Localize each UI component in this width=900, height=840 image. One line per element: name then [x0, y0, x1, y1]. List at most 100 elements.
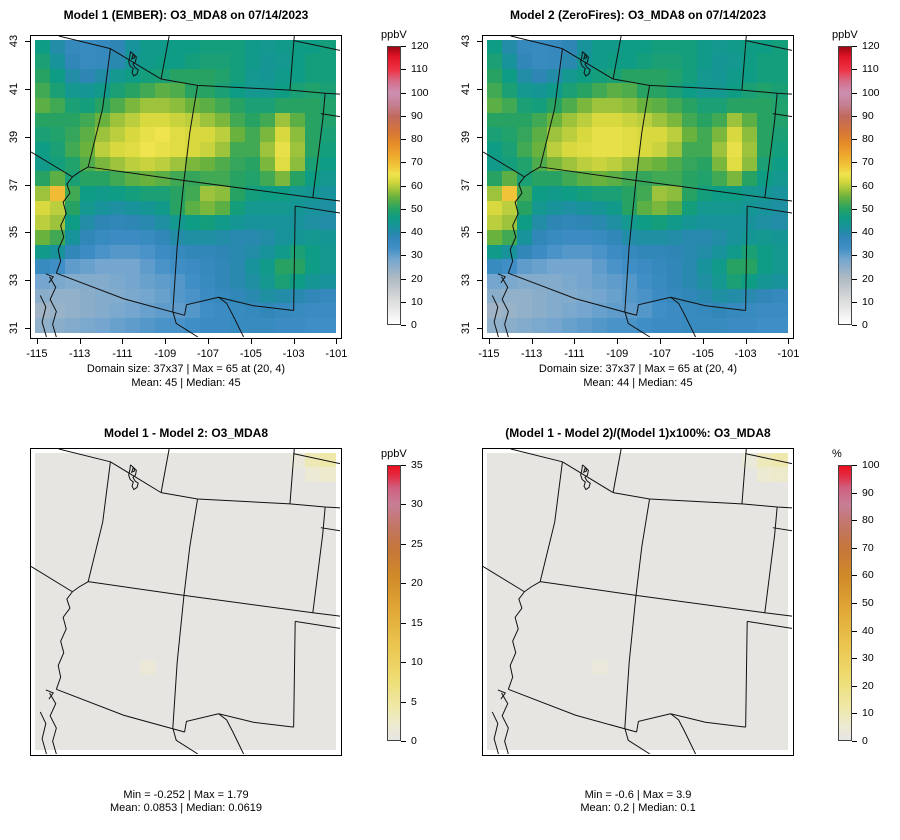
colorbar-tick-label: 0 [862, 735, 868, 747]
colorbar-tick-label: 15 [411, 616, 423, 629]
map-frame [30, 35, 342, 339]
y-axis-tick-label: 39 [8, 130, 20, 143]
x-axis-tick-label: -113 [521, 348, 543, 360]
colorbar-tick [401, 255, 406, 257]
colorbar-tick [401, 325, 406, 326]
y-axis-tick [25, 280, 30, 282]
colorbar-tick-label: 10 [411, 656, 423, 669]
colorbar-tick [852, 255, 857, 257]
map-frame [30, 448, 342, 756]
colorbar-tick-label: 40 [862, 226, 874, 238]
x-axis-tick-label: -105 [691, 348, 714, 360]
colorbar-tick-label: 30 [862, 652, 874, 665]
map-frame [482, 448, 794, 756]
colorbar-tick [401, 662, 406, 664]
y-axis-tick-label: 35 [460, 226, 472, 239]
colorbar-tick-label: 40 [411, 226, 423, 238]
x-axis-tick-label: -115 [26, 348, 48, 360]
colorbar-tick-label: 35 [411, 459, 423, 471]
x-axis-tick-label: -109 [606, 348, 629, 360]
colorbar-tick-label: 0 [862, 319, 868, 331]
stats-caption-line1: Min = -0.252 | Max = 1.79 [123, 789, 249, 801]
colorbar-gradient [387, 465, 401, 741]
colorbar-tick-label: 70 [862, 541, 874, 554]
colorbar-tick-label: 100 [411, 86, 429, 99]
x-axis-tick [36, 339, 38, 344]
x-axis-tick [745, 339, 747, 344]
x-axis-tick [293, 339, 295, 344]
x-axis-tick [165, 339, 167, 344]
y-axis-tick [25, 40, 30, 42]
colorbar-tick-label: 10 [411, 295, 423, 308]
colorbar-tick-label: 110 [862, 63, 879, 76]
colorbar-title: ppbV [381, 29, 407, 41]
y-axis-tick-label: 41 [460, 82, 472, 95]
colorbar-tick [401, 185, 406, 187]
x-axis-tick-label: -103 [734, 348, 757, 360]
y-axis-tick [477, 40, 482, 42]
colorbar-tick-label: 90 [862, 486, 874, 499]
colorbar-tick [852, 685, 857, 687]
colorbar-title: ppbV [381, 448, 407, 460]
colorbar-tick [401, 741, 406, 742]
colorbar-tick-label: 30 [411, 498, 423, 511]
colorbar-tick [401, 543, 406, 545]
colorbar-tick [852, 232, 857, 233]
colorbar-tick-label: 90 [411, 109, 423, 122]
colorbar-tick [852, 713, 857, 715]
colorbar-tick-label: 10 [862, 295, 874, 308]
panel-title: Model 1 - Model 2: O3_MDA8 [103, 426, 269, 440]
state-borders-overlay [483, 449, 792, 754]
state-borders-overlay [483, 36, 792, 337]
colorbar-tick [852, 162, 857, 164]
stats-caption-line2: Mean: 45 | Median: 45 [131, 377, 241, 389]
colorbar-tick [401, 701, 406, 703]
x-axis-tick-label: -109 [154, 348, 177, 360]
stats-caption-line2: Mean: 44 | Median: 45 [583, 377, 693, 389]
colorbar-tick-label: 60 [862, 569, 874, 582]
colorbar-title: % [832, 448, 842, 460]
y-axis-tick [25, 184, 30, 186]
colorbar-tick [852, 115, 857, 117]
colorbar-tick [852, 630, 857, 632]
x-axis-tick-label: -107 [197, 348, 220, 360]
y-axis-tick [25, 88, 30, 90]
x-axis-tick [660, 339, 662, 344]
x-axis-tick [336, 339, 338, 344]
y-axis-tick-label: 43 [460, 34, 472, 48]
colorbar-tick-label: 10 [862, 707, 874, 720]
colorbar-tick-label: 80 [411, 133, 423, 145]
x-axis-tick [79, 339, 81, 344]
x-axis-tick-label: -101 [777, 348, 800, 360]
colorbar-tick [401, 622, 406, 624]
x-axis-tick [531, 339, 533, 344]
colorbar-tick-label: 110 [411, 63, 428, 76]
colorbar-tick-label: 30 [862, 249, 874, 262]
colorbar-tick-label: 40 [862, 624, 874, 637]
colorbar-tick [852, 278, 857, 280]
y-axis-tick [477, 328, 482, 330]
x-axis-tick-label: -113 [69, 348, 91, 360]
colorbar-gradient [838, 465, 852, 741]
colorbar-tick-label: 100 [862, 86, 880, 99]
colorbar-tick-label: 50 [862, 597, 874, 609]
colorbar-tick [852, 658, 857, 660]
colorbar-tick-label: 25 [411, 537, 423, 550]
x-axis-tick-label: -107 [649, 348, 672, 360]
stats-caption-line1: Domain size: 37x37 | Max = 65 at (20, 4) [538, 363, 738, 375]
x-axis-tick [788, 339, 790, 344]
colorbar-gradient [838, 46, 852, 325]
stats-caption-line2: Mean: 0.0853 | Median: 0.0619 [109, 802, 263, 814]
y-axis-tick [477, 136, 482, 138]
y-axis-tick [477, 88, 482, 90]
colorbar-tick-label: 50 [411, 202, 423, 215]
y-axis-tick-label: 37 [460, 178, 472, 191]
colorbar-tick [852, 492, 857, 494]
y-axis-tick-label: 33 [8, 274, 20, 287]
colorbar-tick [852, 325, 857, 326]
colorbar-tick [852, 575, 857, 577]
colorbar-gradient [387, 46, 401, 325]
state-borders-overlay [31, 449, 340, 754]
